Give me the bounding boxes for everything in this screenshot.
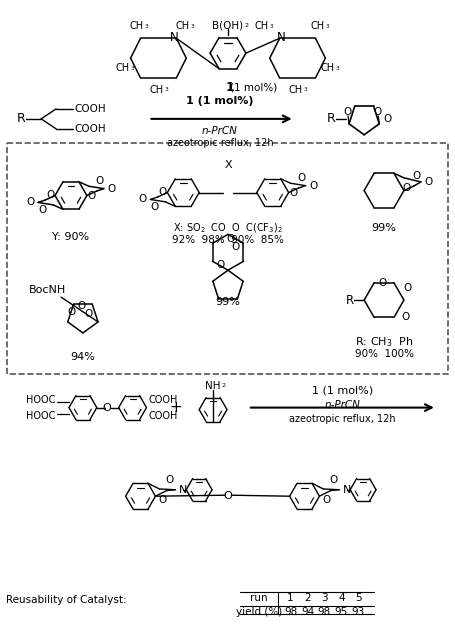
Text: R: R <box>17 112 25 125</box>
Text: HOOC: HOOC <box>25 394 55 404</box>
Text: 1 (1 mol%): 1 (1 mol%) <box>186 96 254 106</box>
Text: N: N <box>179 485 187 495</box>
Text: $_3$: $_3$ <box>144 21 149 31</box>
Text: 93: 93 <box>352 607 365 617</box>
Text: O: O <box>373 107 381 117</box>
Text: X: SO$_2$  CO  O  C(CF$_3$)$_2$: X: SO$_2$ CO O C(CF$_3$)$_2$ <box>173 222 283 235</box>
Text: 99%: 99% <box>372 223 396 233</box>
Text: CH: CH <box>175 21 189 31</box>
Text: O: O <box>108 184 116 193</box>
Text: 1 (1 mol%): 1 (1 mol%) <box>312 386 373 396</box>
Text: 95: 95 <box>335 607 348 617</box>
Text: $_3$: $_3$ <box>164 85 169 95</box>
Text: HOOC: HOOC <box>25 411 55 420</box>
Text: $_3$: $_3$ <box>303 85 308 95</box>
Text: O: O <box>329 475 338 485</box>
Text: O: O <box>96 176 104 186</box>
Text: azeotropic reflux, 12h: azeotropic reflux, 12h <box>289 413 395 423</box>
Text: O: O <box>38 205 46 215</box>
Text: O: O <box>216 260 225 270</box>
Text: O: O <box>84 309 92 319</box>
Text: azeotropic reflux, 12h: azeotropic reflux, 12h <box>167 138 273 148</box>
Text: B(OH): B(OH) <box>212 20 243 30</box>
Text: 98: 98 <box>318 607 331 617</box>
Text: 4: 4 <box>338 593 344 603</box>
Text: n-PrCN: n-PrCN <box>202 126 238 136</box>
Text: N: N <box>170 31 179 44</box>
Text: 94: 94 <box>301 607 314 617</box>
Text: O: O <box>223 491 233 501</box>
Text: 90%  100%: 90% 100% <box>354 349 414 359</box>
Text: 3: 3 <box>321 593 328 603</box>
Text: O: O <box>46 190 54 200</box>
Text: R: CH$_3$  Ph: R: CH$_3$ Ph <box>355 335 413 349</box>
Text: R: R <box>327 112 336 125</box>
Text: O: O <box>26 197 34 207</box>
Text: O: O <box>297 173 306 183</box>
Text: O: O <box>404 283 412 293</box>
Text: COOH: COOH <box>148 394 178 404</box>
Text: COOH: COOH <box>148 411 178 420</box>
Text: 1: 1 <box>226 80 234 94</box>
Text: O: O <box>158 187 167 197</box>
Text: O: O <box>151 202 159 212</box>
Text: N: N <box>277 31 286 44</box>
Text: CH: CH <box>116 63 130 73</box>
Text: $_2$: $_2$ <box>244 21 250 30</box>
Text: 1: 1 <box>287 593 294 603</box>
Text: 94%: 94% <box>71 352 96 362</box>
Text: O: O <box>413 171 421 181</box>
Text: O: O <box>403 183 411 193</box>
Text: O: O <box>88 191 96 201</box>
Text: run: run <box>250 593 268 603</box>
Text: O: O <box>425 177 433 187</box>
Text: CH: CH <box>288 85 303 95</box>
Text: Y: 90%: Y: 90% <box>52 233 90 242</box>
Text: O: O <box>166 475 174 485</box>
Text: O: O <box>77 301 86 311</box>
Text: 2: 2 <box>304 593 311 603</box>
Text: 92%  98%  90%  85%: 92% 98% 90% 85% <box>172 235 284 245</box>
Text: O: O <box>343 107 351 117</box>
Text: n-PrCN: n-PrCN <box>324 399 360 410</box>
Text: $_3$: $_3$ <box>325 21 330 31</box>
Text: O: O <box>226 234 234 244</box>
Text: yield (%): yield (%) <box>236 607 282 617</box>
Text: O: O <box>322 495 330 505</box>
Text: O: O <box>102 403 111 413</box>
Text: O: O <box>383 114 391 124</box>
Text: $_3$: $_3$ <box>334 64 340 73</box>
Text: 98: 98 <box>284 607 297 617</box>
Text: O: O <box>402 312 410 322</box>
Text: R: R <box>346 294 354 307</box>
Text: O: O <box>289 188 298 198</box>
Text: 5: 5 <box>355 593 362 603</box>
Text: (1 mol%): (1 mol%) <box>230 82 278 92</box>
Text: NH: NH <box>205 380 221 391</box>
Text: CH: CH <box>320 63 334 73</box>
Text: X: X <box>224 160 232 169</box>
Text: O: O <box>68 307 76 317</box>
Text: CH: CH <box>130 21 144 31</box>
Text: Reusability of Catalyst:: Reusability of Catalyst: <box>6 595 127 605</box>
Text: COOH: COOH <box>74 124 106 134</box>
Text: O: O <box>138 195 147 204</box>
Text: O: O <box>309 181 318 191</box>
Text: $_3$: $_3$ <box>130 64 135 73</box>
Text: CH: CH <box>310 21 324 31</box>
Text: $_2$: $_2$ <box>221 381 227 390</box>
Text: $_3$: $_3$ <box>269 21 274 31</box>
Text: BocNH: BocNH <box>29 285 66 295</box>
Text: O: O <box>232 242 240 252</box>
Text: $_3$: $_3$ <box>190 21 195 31</box>
Text: CH: CH <box>149 85 163 95</box>
Text: 99%: 99% <box>216 297 240 307</box>
Text: O: O <box>158 495 167 505</box>
Text: CH: CH <box>255 21 269 31</box>
Text: N: N <box>343 485 351 495</box>
Text: O: O <box>378 278 386 288</box>
Text: +: + <box>169 400 182 415</box>
Text: COOH: COOH <box>74 104 106 114</box>
